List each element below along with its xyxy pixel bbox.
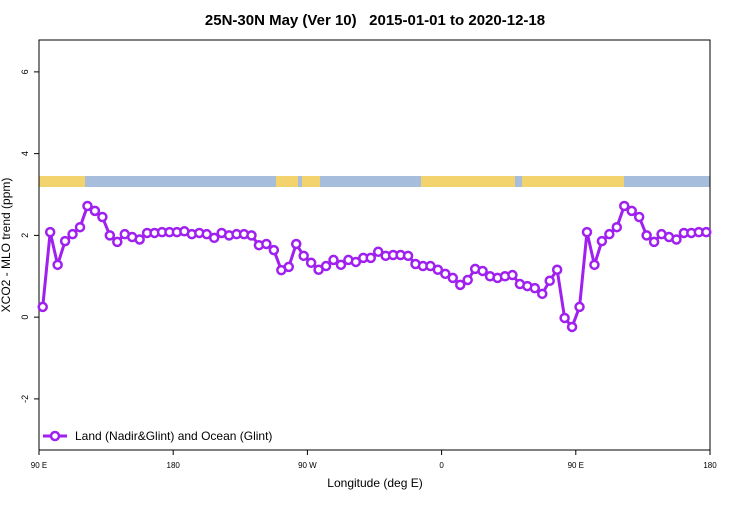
data-point	[298, 250, 309, 262]
data-point	[402, 250, 414, 262]
data-point	[97, 211, 108, 223]
data-point	[74, 221, 86, 233]
legend-marker	[49, 430, 61, 442]
data-point	[581, 226, 593, 238]
data-point	[246, 230, 257, 241]
x-tick-label: 0	[439, 461, 444, 470]
land-band	[421, 176, 515, 187]
data-point	[432, 264, 444, 275]
data-point	[82, 200, 93, 212]
data-point	[104, 230, 116, 241]
y-tick-label: 4	[20, 151, 30, 156]
data-point	[701, 226, 712, 238]
data-point	[574, 301, 585, 313]
data-point	[551, 264, 563, 275]
data-point	[589, 259, 600, 271]
data-point	[283, 261, 295, 273]
data-line	[41, 203, 707, 330]
data-point	[611, 221, 623, 233]
x-tick-label: 90 E	[568, 461, 584, 470]
data-point	[529, 282, 541, 294]
data-point	[566, 321, 578, 333]
plot-frame	[38, 39, 711, 451]
land-band	[302, 176, 320, 187]
y-tick-label: -2	[20, 395, 30, 403]
data-point	[671, 234, 682, 245]
data-point	[626, 205, 637, 217]
legend-label: Land (Nadir&Glint) and Ocean (Glint)	[75, 429, 272, 443]
data-point	[462, 274, 473, 286]
x-tick-label: 90 W	[298, 461, 317, 470]
land-band	[522, 176, 624, 187]
y-axis-label: XCO2 - MLO trend (ppm)	[0, 178, 13, 313]
legend: Land (Nadir&Glint) and Ocean (Glint)	[43, 429, 272, 443]
data-point	[268, 244, 280, 256]
data-point	[261, 238, 272, 250]
data-point	[89, 205, 101, 217]
data-point	[305, 257, 317, 269]
data-point	[365, 252, 377, 264]
data-point	[208, 232, 220, 244]
data-point	[350, 256, 362, 268]
land-band	[39, 176, 85, 187]
x-tick-label: 180	[167, 461, 181, 470]
data-point	[596, 235, 608, 247]
x-tick-label: 90 E	[31, 461, 47, 470]
data-point	[604, 228, 615, 240]
ocean-band	[39, 176, 710, 187]
data-point	[335, 259, 347, 271]
data-point	[372, 246, 384, 257]
data-point	[633, 211, 645, 223]
land-band	[276, 176, 298, 187]
data-point	[37, 301, 48, 313]
y-tick-label: 2	[20, 233, 30, 238]
y-tick-label: 6	[20, 69, 30, 74]
data-point	[44, 226, 56, 238]
land-ocean-strip	[39, 176, 710, 187]
data-point	[52, 259, 63, 271]
data-point	[320, 260, 332, 272]
data-point	[641, 230, 652, 241]
chart-title: 25N-30N May (Ver 10) 2015-01-01 to 2020-…	[205, 12, 545, 29]
data-point	[59, 235, 71, 247]
x-tick-label: 180	[703, 461, 717, 470]
data-point	[454, 279, 466, 291]
data-point	[507, 269, 518, 281]
data-point	[537, 288, 548, 300]
data-point	[67, 228, 78, 240]
data-point	[134, 234, 145, 245]
data-point	[440, 268, 451, 280]
data-point	[447, 272, 459, 284]
data-point	[112, 236, 123, 248]
data-point	[544, 275, 555, 287]
data-point	[328, 254, 339, 266]
data-point	[619, 200, 630, 212]
data-point	[477, 265, 488, 277]
data-point	[290, 238, 302, 250]
x-axis-label: Longitude (deg E)	[327, 476, 422, 490]
data-point	[559, 312, 570, 324]
data-point	[648, 236, 660, 248]
y-tick-label: 0	[20, 315, 30, 320]
